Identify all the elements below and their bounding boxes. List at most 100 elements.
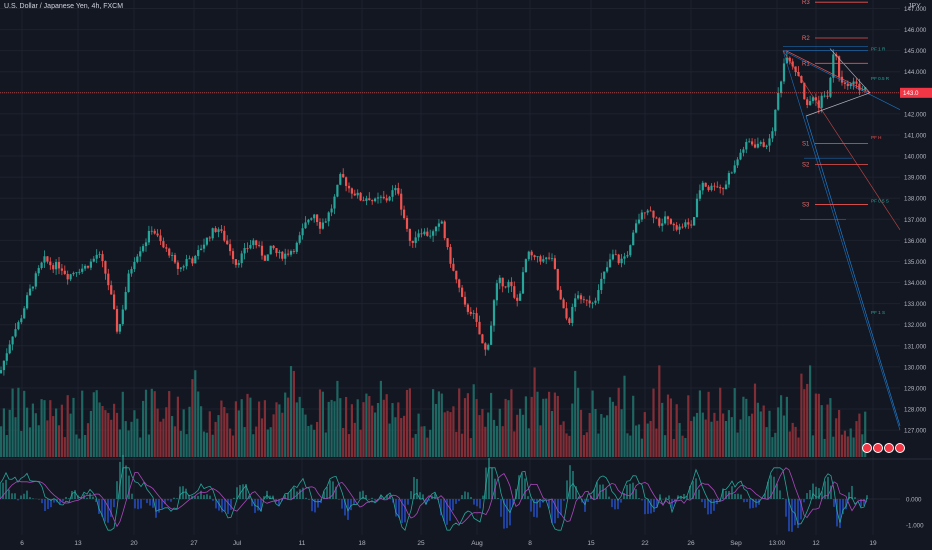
- candle-body: [542, 259, 545, 262]
- candle-body: [249, 245, 252, 249]
- histogram-bar: [422, 494, 424, 499]
- histogram-bar: [110, 499, 112, 517]
- histogram-bar: [227, 499, 229, 515]
- volume-bar: [568, 435, 571, 457]
- histogram-bar: [62, 499, 64, 502]
- histogram-bar: [863, 499, 865, 506]
- volume-bar: [423, 426, 426, 457]
- volume-bar: [142, 400, 145, 457]
- price-axis[interactable]: 147.000146.000145.000144.000143.000142.0…: [900, 6, 932, 435]
- volume-bar: [376, 402, 380, 457]
- candle-body: [672, 223, 675, 226]
- candle-body: [719, 187, 722, 189]
- candle-body: [165, 247, 168, 249]
- time-axis[interactable]: 6 13 20 27 Jul 11 18 25 Aug 8 15 22 26 Sep 13:00 12 19: [20, 540, 877, 547]
- candle-body: [197, 250, 200, 256]
- candle-body: [327, 212, 330, 222]
- candle-body: [722, 188, 725, 190]
- volume-bar: [107, 412, 110, 457]
- candle-body: [536, 256, 539, 258]
- candle-body: [614, 254, 617, 256]
- candle-body: [52, 265, 55, 270]
- histogram-bar: [92, 496, 94, 499]
- candle-body: [8, 344, 11, 354]
- volume-bar: [556, 395, 559, 457]
- volume-bar: [681, 435, 684, 457]
- volume-bar: [156, 408, 159, 457]
- candle-body: [800, 76, 803, 83]
- volume-bar: [202, 431, 206, 457]
- candle-body: [521, 272, 525, 294]
- candle-body: [342, 174, 345, 178]
- histogram-bar: [608, 496, 610, 499]
- histogram-bar: [236, 487, 238, 499]
- histogram-bar: [302, 487, 304, 499]
- volume-bar: [368, 396, 371, 457]
- histogram-bar: [131, 493, 133, 499]
- candle-body: [606, 267, 609, 272]
- candle-body: [704, 182, 707, 187]
- candle-body: [124, 292, 127, 310]
- histogram-bar: [98, 499, 100, 514]
- price-tick-label: 141.000: [904, 132, 927, 139]
- volume-bar: [840, 434, 844, 457]
- candle-body: [98, 254, 101, 255]
- histogram-bar: [218, 499, 220, 511]
- oscillator-line: [0, 467, 868, 531]
- alert-badge[interactable]: [873, 443, 883, 453]
- candle-body: [516, 297, 519, 301]
- histogram-bar: [47, 499, 49, 510]
- histogram-bar: [230, 499, 232, 510]
- candle-body: [484, 343, 487, 350]
- alert-badge[interactable]: [862, 443, 872, 453]
- histogram-bar: [713, 499, 715, 511]
- alert-badge[interactable]: [884, 443, 894, 453]
- volume-bar: [287, 397, 290, 457]
- volume-bar: [405, 389, 409, 457]
- volume-bar: [255, 426, 258, 457]
- volume-bar: [269, 427, 272, 457]
- candle-body: [765, 145, 768, 147]
- candle-body: [347, 185, 351, 189]
- histogram-bar: [845, 499, 847, 510]
- candle-body: [153, 230, 156, 234]
- volume-bar: [336, 380, 339, 457]
- volume-bar: [5, 435, 8, 457]
- histogram-bar: [200, 490, 202, 499]
- volume-bar: [574, 370, 577, 457]
- histogram-bar: [278, 499, 280, 505]
- volume-bar: [371, 405, 374, 457]
- histogram-bar: [620, 499, 622, 503]
- volume-bar: [585, 432, 588, 457]
- histogram-bar: [41, 499, 43, 504]
- volume-bar: [63, 437, 66, 457]
- volume-bar: [31, 403, 34, 457]
- candle-body: [255, 240, 258, 246]
- histogram-bar: [644, 499, 646, 515]
- histogram-bar: [560, 499, 562, 515]
- candle-body: [263, 255, 266, 261]
- candle-body: [698, 190, 701, 199]
- volume-bar: [461, 433, 464, 457]
- volume-bar: [637, 424, 641, 457]
- candle-body: [617, 254, 620, 264]
- volume-bar: [597, 433, 600, 457]
- volume-bar: [724, 420, 728, 457]
- candle-body: [350, 188, 353, 194]
- volume-bar: [394, 417, 397, 457]
- histogram-bar: [311, 499, 313, 512]
- candle-body: [809, 101, 812, 105]
- candle-body: [838, 56, 841, 77]
- alert-badge[interactable]: [895, 443, 905, 453]
- histogram-bar: [380, 495, 382, 499]
- candle-body: [527, 251, 530, 260]
- volume-bar: [768, 410, 771, 457]
- candle-body: [669, 219, 672, 224]
- histogram-bar: [653, 499, 655, 513]
- candle-body: [739, 152, 742, 160]
- candle-body: [84, 265, 87, 269]
- price-tick-label: 136.000: [904, 238, 927, 245]
- volume-bar: [345, 396, 348, 457]
- candle-body: [426, 231, 429, 236]
